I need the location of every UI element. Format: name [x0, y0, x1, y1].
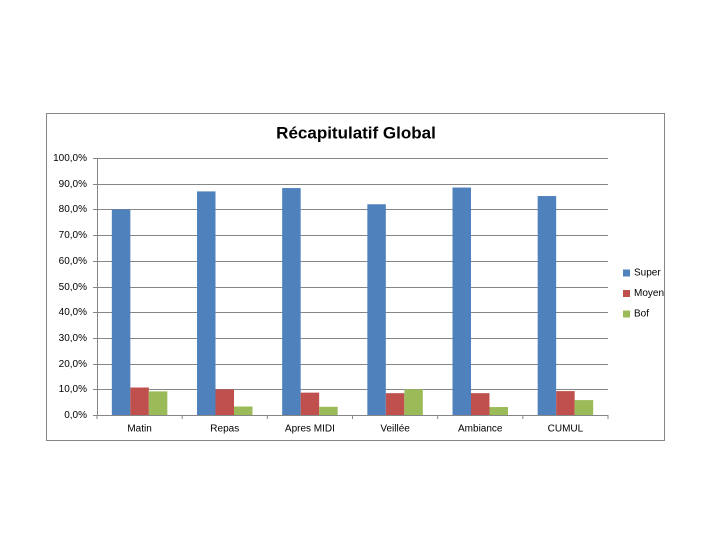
bar	[148, 391, 168, 415]
bar	[404, 389, 423, 415]
y-tick-label: 20,0%	[59, 359, 87, 370]
legend-label: Bof	[634, 309, 649, 320]
x-tick-label: CUMUL	[548, 424, 584, 435]
y-tick-label: 40,0%	[59, 307, 87, 318]
bar	[537, 196, 557, 415]
bar	[489, 407, 508, 415]
y-tick-label: 50,0%	[59, 282, 87, 293]
bar	[111, 209, 131, 415]
bar	[197, 191, 216, 415]
bar	[282, 188, 301, 415]
legend-swatch	[623, 269, 630, 277]
x-tick-label: Ambiance	[458, 424, 503, 435]
legend-swatch	[623, 290, 630, 297]
y-tick-label: 60,0%	[59, 256, 87, 267]
y-tick-label: 10,0%	[59, 384, 87, 395]
bar	[300, 392, 320, 415]
bar	[556, 391, 575, 415]
bar	[215, 389, 234, 415]
bar	[385, 393, 405, 415]
bar	[471, 393, 490, 415]
legend-swatch	[623, 310, 630, 318]
y-tick-label: 30,0%	[59, 333, 87, 344]
y-tick-label: 90,0%	[59, 179, 87, 190]
legend-label: Super	[634, 268, 661, 279]
x-tick-label: Repas	[210, 424, 239, 435]
legend-label: Moyen	[634, 288, 664, 299]
bar	[452, 187, 471, 415]
chart-title: Récapitulatif Global	[276, 123, 436, 142]
bar	[130, 387, 149, 415]
chart-frame	[46, 113, 665, 441]
bar	[234, 406, 253, 415]
bar	[367, 204, 386, 415]
y-tick-label: 70,0%	[59, 230, 87, 241]
x-tick-label: Veillée	[380, 424, 410, 435]
y-tick-label: 0,0%	[64, 410, 87, 421]
y-tick-label: 100,0%	[53, 153, 87, 164]
bar	[574, 400, 594, 415]
bar	[319, 406, 338, 415]
y-tick-label: 80,0%	[59, 204, 87, 215]
x-tick-label: Apres MIDI	[285, 424, 335, 435]
x-tick-label: Matin	[127, 424, 151, 435]
